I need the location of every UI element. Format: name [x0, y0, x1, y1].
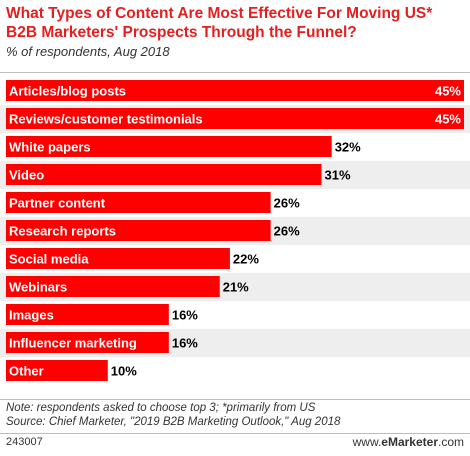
bar-webinars: [6, 276, 220, 297]
category-label: Social media: [9, 252, 89, 267]
category-label: Images: [9, 308, 54, 323]
value-label: 45%: [435, 112, 461, 127]
chart-id: 243007: [6, 436, 43, 448]
category-label: Research reports: [9, 224, 116, 239]
value-label: 32%: [335, 140, 361, 155]
bar-research-reports: [6, 220, 271, 241]
source-text: Source: Chief Marketer, "2019 B2B Market…: [6, 416, 341, 428]
chart-title: What Types of Content Are Most Effective…: [6, 5, 433, 41]
brand-suffix: .com: [437, 435, 464, 449]
bar-influencer-marketing: [6, 332, 169, 353]
value-label: 16%: [172, 308, 198, 323]
category-label: Reviews/customer testimonials: [9, 112, 203, 127]
value-label: 31%: [325, 168, 351, 183]
top-divider: [0, 72, 470, 73]
bar-partner-content: [6, 192, 271, 213]
chart-notes: Note: respondents asked to choose top 3;…: [6, 401, 340, 429]
value-label: 26%: [274, 196, 300, 211]
chart-subtitle: % of respondents, Aug 2018: [6, 44, 170, 59]
bar-images: [6, 304, 169, 325]
value-label: 45%: [435, 84, 461, 99]
bar-social-media: [6, 248, 230, 269]
category-label: Influencer marketing: [9, 336, 137, 351]
category-label: White papers: [9, 140, 91, 155]
bar-video: [6, 164, 322, 185]
category-label: Video: [9, 168, 44, 183]
footer-divider: [0, 433, 470, 434]
value-label: 10%: [111, 364, 137, 379]
brand-name: eMarketer: [381, 435, 438, 449]
emarketer-logo: www.eMarketer.com: [353, 435, 464, 449]
category-label: Other: [9, 364, 44, 379]
bar-articles-blog-posts: [6, 80, 464, 101]
note-text: Note: respondents asked to choose top 3;…: [6, 402, 316, 414]
category-label: Partner content: [9, 196, 106, 211]
bar-white-papers: [6, 136, 332, 157]
value-label: 22%: [233, 252, 259, 267]
value-label: 21%: [223, 280, 249, 295]
category-label: Articles/blog posts: [9, 84, 126, 99]
value-label: 26%: [274, 224, 300, 239]
bottom-divider: [0, 399, 470, 400]
value-label: 16%: [172, 336, 198, 351]
category-label: Webinars: [9, 280, 67, 295]
bar-reviews-customer-testimonials: [6, 108, 464, 129]
brand-prefix: www.: [352, 435, 382, 449]
bar-other: [6, 360, 108, 381]
